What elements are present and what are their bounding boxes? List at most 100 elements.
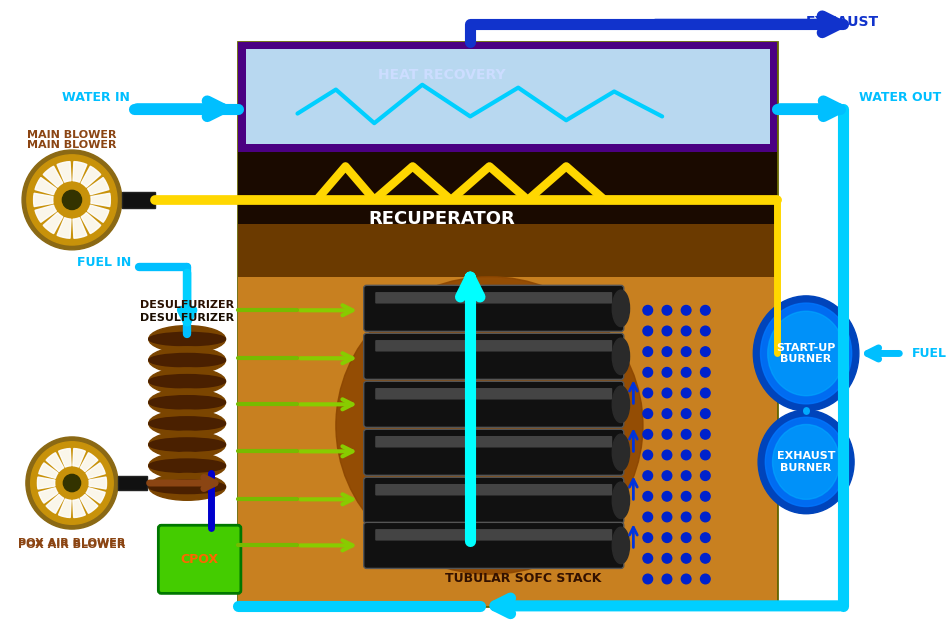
Circle shape	[643, 429, 653, 439]
Wedge shape	[89, 477, 106, 489]
Circle shape	[700, 512, 710, 522]
Circle shape	[63, 190, 82, 209]
FancyBboxPatch shape	[375, 484, 612, 496]
Text: RECUPERATOR: RECUPERATOR	[368, 210, 514, 228]
Wedge shape	[87, 178, 109, 195]
Ellipse shape	[149, 354, 226, 367]
Circle shape	[26, 437, 118, 529]
Wedge shape	[59, 499, 71, 517]
Circle shape	[681, 512, 691, 522]
Circle shape	[662, 574, 672, 584]
Circle shape	[681, 553, 691, 563]
Ellipse shape	[149, 410, 226, 437]
Wedge shape	[35, 205, 56, 223]
Wedge shape	[35, 178, 56, 195]
Text: EXHAUST
BURNER: EXHAUST BURNER	[777, 451, 835, 473]
Ellipse shape	[149, 474, 226, 500]
Wedge shape	[86, 488, 105, 503]
Circle shape	[700, 450, 710, 460]
Wedge shape	[39, 488, 58, 503]
Ellipse shape	[772, 425, 840, 500]
Wedge shape	[91, 193, 110, 207]
Text: START-UP
BURNER: START-UP BURNER	[776, 342, 836, 365]
Ellipse shape	[149, 389, 226, 416]
Circle shape	[681, 409, 691, 418]
Circle shape	[662, 429, 672, 439]
Text: WATER OUT: WATER OUT	[859, 91, 941, 104]
FancyBboxPatch shape	[363, 333, 623, 379]
Circle shape	[662, 388, 672, 398]
Circle shape	[22, 150, 121, 250]
Circle shape	[681, 326, 691, 336]
Circle shape	[643, 326, 653, 336]
Ellipse shape	[149, 452, 226, 479]
Circle shape	[700, 491, 710, 501]
FancyBboxPatch shape	[375, 292, 612, 304]
Wedge shape	[86, 463, 105, 478]
Text: DESULFURIZER: DESULFURIZER	[140, 301, 234, 311]
Ellipse shape	[336, 276, 643, 574]
FancyBboxPatch shape	[238, 276, 777, 606]
Wedge shape	[82, 212, 101, 234]
Ellipse shape	[758, 410, 854, 514]
Circle shape	[681, 429, 691, 439]
Wedge shape	[39, 463, 58, 478]
Ellipse shape	[149, 438, 226, 451]
Circle shape	[700, 471, 710, 481]
FancyBboxPatch shape	[375, 529, 612, 541]
Text: EXHAUST: EXHAUST	[806, 15, 879, 29]
Text: HEAT RECOVERY: HEAT RECOVERY	[378, 68, 505, 82]
FancyBboxPatch shape	[363, 429, 623, 476]
Ellipse shape	[149, 326, 226, 353]
Circle shape	[64, 474, 81, 491]
Wedge shape	[73, 448, 85, 467]
Circle shape	[662, 553, 672, 563]
Ellipse shape	[149, 396, 226, 409]
Circle shape	[700, 429, 710, 439]
Ellipse shape	[612, 482, 629, 519]
Text: POX AIR BLOWER: POX AIR BLOWER	[18, 538, 125, 548]
Ellipse shape	[149, 368, 226, 395]
FancyBboxPatch shape	[363, 285, 623, 332]
FancyBboxPatch shape	[238, 42, 777, 606]
Circle shape	[662, 347, 672, 356]
Circle shape	[643, 512, 653, 522]
Text: FUEL: FUEL	[912, 347, 947, 360]
Wedge shape	[81, 453, 98, 472]
Circle shape	[681, 388, 691, 398]
Ellipse shape	[149, 347, 226, 373]
Circle shape	[662, 409, 672, 418]
FancyBboxPatch shape	[375, 340, 612, 351]
Wedge shape	[59, 448, 71, 467]
Circle shape	[681, 450, 691, 460]
Ellipse shape	[149, 431, 226, 458]
FancyBboxPatch shape	[238, 224, 777, 276]
Circle shape	[700, 388, 710, 398]
Ellipse shape	[612, 386, 629, 422]
Wedge shape	[81, 495, 98, 514]
Ellipse shape	[612, 434, 629, 470]
Ellipse shape	[612, 290, 629, 327]
Circle shape	[662, 368, 672, 377]
Circle shape	[662, 512, 672, 522]
Text: TUBULAR SOFC STACK: TUBULAR SOFC STACK	[445, 573, 602, 585]
Wedge shape	[44, 166, 63, 187]
Circle shape	[700, 368, 710, 377]
Circle shape	[643, 553, 653, 563]
Ellipse shape	[149, 417, 226, 430]
Circle shape	[700, 326, 710, 336]
Ellipse shape	[149, 375, 226, 388]
Circle shape	[700, 347, 710, 356]
FancyBboxPatch shape	[363, 477, 623, 523]
Circle shape	[662, 450, 672, 460]
Circle shape	[700, 574, 710, 584]
Text: CPOX: CPOX	[180, 553, 218, 566]
Text: MAIN BLOWER: MAIN BLOWER	[28, 130, 117, 139]
Circle shape	[681, 306, 691, 315]
FancyBboxPatch shape	[246, 49, 770, 145]
FancyBboxPatch shape	[375, 388, 612, 399]
FancyBboxPatch shape	[118, 476, 147, 489]
Wedge shape	[37, 477, 55, 489]
Circle shape	[27, 155, 117, 245]
Circle shape	[643, 450, 653, 460]
